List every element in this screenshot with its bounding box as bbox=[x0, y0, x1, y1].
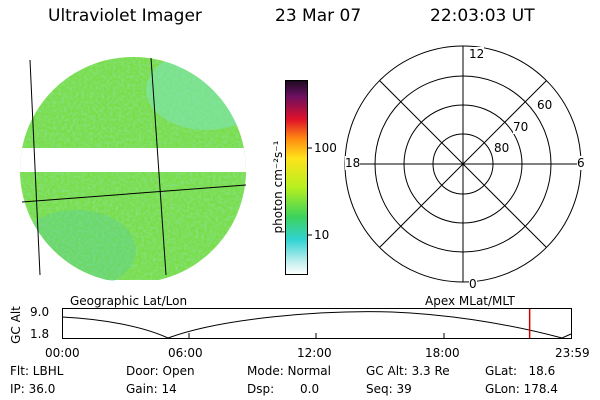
geographic-image bbox=[20, 57, 247, 283]
time-label: 22:03:03 UT bbox=[430, 6, 535, 26]
mlat-label-60: 60 bbox=[537, 98, 553, 112]
gc-alt-status: GC Alt: 3.3 Re bbox=[366, 364, 450, 378]
orbit-altitude-plot bbox=[61, 308, 572, 339]
mode-status: Mode: Normal bbox=[247, 364, 331, 378]
mlat-label-70: 70 bbox=[513, 120, 529, 134]
dsp-value: 0.0 bbox=[300, 382, 320, 396]
colorbar-tick-10: 10 bbox=[314, 228, 330, 242]
orbit-ytick-high: 9.0 bbox=[30, 305, 50, 319]
filter-status: Flt: LBHL bbox=[10, 364, 64, 378]
colorbar bbox=[285, 80, 312, 275]
instrument-title: Ultraviolet Imager bbox=[48, 6, 202, 26]
orbit-xtick-1800: 18:00 bbox=[425, 346, 460, 360]
mlt-label-18: 18 bbox=[345, 156, 361, 170]
colorbar-unit-label: photon cm⁻²s⁻¹ bbox=[271, 140, 285, 234]
seq-status: Seq: 39 bbox=[366, 382, 412, 396]
image-disk bbox=[20, 57, 246, 283]
ip-status: IP: 36.0 bbox=[10, 382, 56, 396]
orbit-xtick-2359: 23:59 bbox=[555, 346, 590, 360]
door-status: Door: Open bbox=[126, 364, 195, 378]
date-label: 23 Mar 07 bbox=[275, 6, 362, 26]
orbit-xtick-0600: 06:00 bbox=[168, 346, 203, 360]
gain-status: Gain: 14 bbox=[126, 382, 177, 396]
mlat-label-80: 80 bbox=[494, 141, 510, 155]
mlt-label-12: 12 bbox=[469, 47, 485, 61]
geographic-panel-label: Geographic Lat/Lon bbox=[70, 294, 188, 308]
orbit-xtick-0000: 00:00 bbox=[45, 346, 80, 360]
dsp-label: Dsp: bbox=[247, 382, 275, 396]
orbit-xtick-1200: 12:00 bbox=[297, 346, 332, 360]
mlt-label-6: 6 bbox=[577, 156, 585, 170]
mlt-label-0: 0 bbox=[469, 277, 477, 291]
polar-grid bbox=[344, 45, 582, 283]
apex-panel-label: Apex MLat/MLT bbox=[425, 294, 515, 308]
glat-status: GLat: 18.6 bbox=[485, 364, 556, 378]
colorbar-tick-100: 100 bbox=[314, 141, 337, 155]
glon-status: GLon: 178.4 bbox=[485, 382, 558, 396]
orbit-ytick-low: 1.8 bbox=[30, 327, 50, 341]
orbit-ylabel: GC Alt bbox=[9, 306, 23, 344]
